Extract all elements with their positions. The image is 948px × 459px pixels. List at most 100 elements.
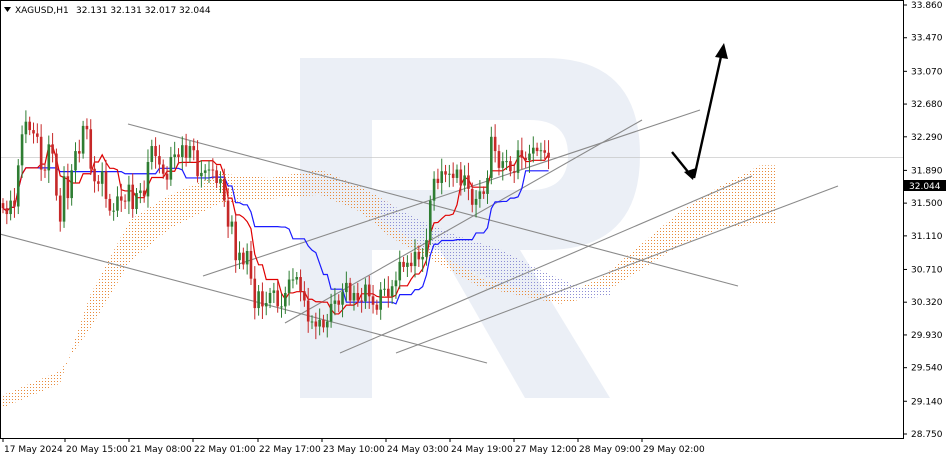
candle xyxy=(253,266,257,320)
candle xyxy=(398,250,402,290)
candle xyxy=(24,110,28,144)
candle xyxy=(215,165,218,189)
candle-body xyxy=(238,252,241,261)
candle-body xyxy=(478,191,482,199)
x-tick-label: 17 May 2024 xyxy=(4,445,63,455)
candle-body xyxy=(524,157,527,161)
candle xyxy=(257,284,260,316)
candle-body xyxy=(512,171,516,173)
candle xyxy=(177,148,180,165)
candle-body xyxy=(196,150,199,177)
candle-body xyxy=(291,279,295,281)
candle xyxy=(520,137,524,170)
candle-body xyxy=(173,154,176,157)
candle-body xyxy=(230,221,234,227)
tenkan-line xyxy=(2,145,550,315)
candle-body xyxy=(142,190,146,197)
candle xyxy=(337,294,341,313)
candle xyxy=(486,170,489,204)
candle-body xyxy=(58,195,62,222)
x-axis[interactable]: 17 May 2024 20 May 15:00 21 May 08:00 22 Ma… xyxy=(2,438,705,455)
candle xyxy=(490,126,493,185)
candle-body xyxy=(226,200,230,227)
candle xyxy=(5,200,9,225)
candle-body xyxy=(303,291,306,301)
candle xyxy=(448,164,451,188)
candle xyxy=(13,188,16,218)
candle xyxy=(58,188,62,232)
candle-body xyxy=(490,136,493,178)
candle xyxy=(211,158,215,180)
candle-body xyxy=(9,200,12,215)
candle-body xyxy=(123,200,127,202)
candle xyxy=(509,156,512,177)
candle-body xyxy=(470,188,474,205)
y-tick-label: 31.500 xyxy=(911,199,943,209)
cloud-band-bearish xyxy=(380,198,610,300)
candle-body xyxy=(409,262,413,267)
candle-body xyxy=(39,136,43,170)
candle xyxy=(402,256,405,272)
candle-body xyxy=(322,319,325,328)
x-tick-label: 23 May 10:00 xyxy=(323,445,385,455)
x-tick-label: 22 May 17:00 xyxy=(259,445,321,455)
candle xyxy=(249,240,253,285)
triangle-down-icon[interactable] xyxy=(4,7,11,12)
candle-body xyxy=(539,150,543,152)
candle-body xyxy=(444,171,447,175)
candle-body xyxy=(413,251,417,267)
candle xyxy=(459,161,463,196)
y-axis[interactable]: 33.860 33.470 33.070 32.680 32.290 31.890 31.5… xyxy=(903,1,943,440)
y-tick-label: 29.930 xyxy=(911,331,943,341)
candle xyxy=(345,271,348,301)
candle xyxy=(16,159,20,215)
candle xyxy=(123,194,127,210)
y-tick-label: 33.470 xyxy=(911,34,943,44)
candle xyxy=(264,291,268,316)
candle-body xyxy=(371,296,375,305)
candle xyxy=(325,313,329,338)
candle-body xyxy=(200,172,203,177)
candle xyxy=(474,190,478,218)
candle-body xyxy=(139,190,142,194)
candle xyxy=(295,271,299,285)
candle xyxy=(367,275,371,309)
candle xyxy=(505,149,508,170)
y-tick-label: 28.750 xyxy=(911,430,943,440)
channel-line xyxy=(339,175,753,354)
candle-body xyxy=(66,176,70,199)
candle xyxy=(306,287,310,333)
x-tick-label: 24 May 03:00 xyxy=(387,445,449,455)
candle xyxy=(291,268,295,289)
candle-body xyxy=(253,278,257,309)
candle xyxy=(463,165,466,192)
candle-body xyxy=(207,169,211,171)
candle xyxy=(219,171,222,194)
candle xyxy=(62,166,66,228)
candle xyxy=(1,198,5,214)
candle xyxy=(181,136,184,170)
candle xyxy=(238,241,241,270)
forecast-up-arrow xyxy=(692,51,724,179)
candle xyxy=(70,164,73,206)
candle xyxy=(299,269,302,302)
candle xyxy=(497,144,501,176)
watermark-logo xyxy=(300,58,640,398)
candle xyxy=(482,186,485,199)
candle xyxy=(371,284,375,314)
candle-body xyxy=(379,289,382,310)
x-tick-label: 24 May 19:00 xyxy=(451,445,513,455)
candle xyxy=(188,141,192,163)
ohlc-label: 32.131 32.131 32.017 32.044 xyxy=(76,6,211,16)
candle xyxy=(20,125,24,178)
candle-body xyxy=(432,178,436,201)
candle-body xyxy=(150,146,154,162)
candle xyxy=(93,156,96,193)
candle-body xyxy=(467,175,470,189)
candle-body xyxy=(352,292,356,301)
candle-body xyxy=(215,170,218,183)
candle-body xyxy=(276,290,279,307)
candle-body xyxy=(169,156,173,180)
candle xyxy=(131,173,135,218)
